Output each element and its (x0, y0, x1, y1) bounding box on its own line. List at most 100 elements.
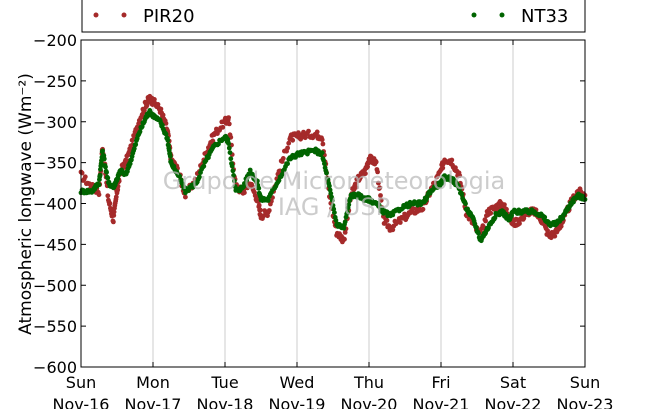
data-point (440, 165, 446, 171)
y-tick-label: −550 (33, 317, 77, 336)
data-point (183, 194, 188, 200)
data-point (420, 206, 426, 212)
data-point (226, 121, 232, 127)
y-tick-label: −350 (33, 154, 77, 173)
data-point (257, 207, 263, 213)
legend: PIR20 NT33 (81, 0, 586, 33)
data-point (365, 164, 370, 170)
data-point (286, 140, 292, 146)
data-point (232, 178, 237, 184)
data-point (476, 230, 481, 236)
data-point (345, 209, 350, 215)
x-tick-label-date: Nov-16 (53, 395, 110, 409)
data-point (165, 137, 171, 143)
data-point (229, 163, 235, 169)
data-point (127, 161, 133, 167)
x-tick-label-date: Nov-18 (197, 395, 254, 409)
data-point (330, 203, 336, 208)
data-point (319, 137, 325, 143)
x-tick-label-day: Mon (136, 373, 170, 392)
data-point (79, 170, 85, 176)
data-point (227, 150, 233, 156)
data-point (376, 180, 381, 186)
data-point (131, 146, 137, 152)
data-point (473, 225, 479, 231)
data-point (373, 159, 379, 165)
data-point (231, 173, 237, 178)
y-tick-label: −500 (33, 276, 77, 295)
data-point (220, 124, 226, 130)
data-point (111, 213, 117, 218)
data-point (111, 219, 116, 225)
data-point (242, 190, 247, 196)
x-tick-label-date: Nov-21 (413, 395, 470, 409)
data-point (378, 193, 383, 198)
data-point (255, 178, 260, 184)
data-point (332, 210, 337, 216)
data-point (82, 174, 88, 180)
data-point (197, 174, 202, 180)
data-point (325, 177, 331, 182)
data-point (302, 135, 308, 141)
x-tick-label-day: Sun (570, 373, 600, 392)
data-point (314, 129, 320, 135)
data-point (342, 236, 347, 242)
data-point (111, 209, 117, 215)
data-point (230, 168, 236, 174)
data-point (107, 201, 113, 206)
data-point (517, 221, 522, 226)
data-point (488, 210, 494, 216)
x-tick-label-day: Sat (500, 373, 526, 392)
data-point (328, 191, 334, 196)
data-point (163, 121, 169, 126)
x-tick-label-date: Nov-23 (557, 395, 614, 409)
data-point (96, 192, 102, 198)
data-point (113, 194, 119, 200)
data-point (449, 157, 455, 163)
watermark-line-2: IAG / USP (278, 193, 390, 221)
data-point (290, 137, 296, 143)
x-tick-label-day: Fri (431, 373, 450, 392)
data-point (244, 178, 250, 183)
x-tick-label-date: Nov-20 (341, 395, 398, 409)
data-point (228, 156, 234, 162)
data-point (226, 145, 232, 151)
x-tick-label-day: Sun (66, 373, 96, 392)
data-point (378, 197, 384, 203)
legend-entry-1: PIR20 (93, 6, 195, 27)
data-point (329, 198, 335, 203)
data-point (242, 181, 248, 187)
data-point (265, 198, 271, 203)
x-tick-label-day: Thu (353, 373, 384, 392)
data-point (177, 173, 183, 179)
data-point (201, 163, 207, 169)
data-point (101, 156, 107, 162)
data-point (545, 228, 550, 234)
y-tick-label: −300 (33, 113, 77, 132)
data-point (285, 145, 290, 151)
legend-label-2: NT33 (521, 6, 568, 27)
data-point (96, 182, 102, 188)
y-tick-label: −400 (33, 195, 77, 214)
data-point (377, 185, 383, 191)
y-tick-label: −250 (33, 72, 77, 91)
legend-label-1: PIR20 (143, 6, 195, 27)
legend-marker-2b (499, 12, 505, 18)
data-point (322, 161, 327, 167)
data-point (346, 202, 352, 208)
data-point (502, 202, 507, 208)
data-point (97, 172, 103, 178)
data-point (279, 171, 285, 177)
x-tick-label-date: Nov-22 (485, 395, 542, 409)
legend-marker-2a (471, 12, 477, 18)
data-point (226, 115, 232, 120)
data-point (256, 185, 262, 191)
data-point (320, 141, 326, 147)
data-point (390, 227, 396, 233)
data-point (375, 169, 380, 175)
data-point (390, 212, 396, 218)
data-point (226, 141, 232, 147)
data-point (104, 169, 109, 175)
y-tick-label: −200 (33, 31, 77, 50)
